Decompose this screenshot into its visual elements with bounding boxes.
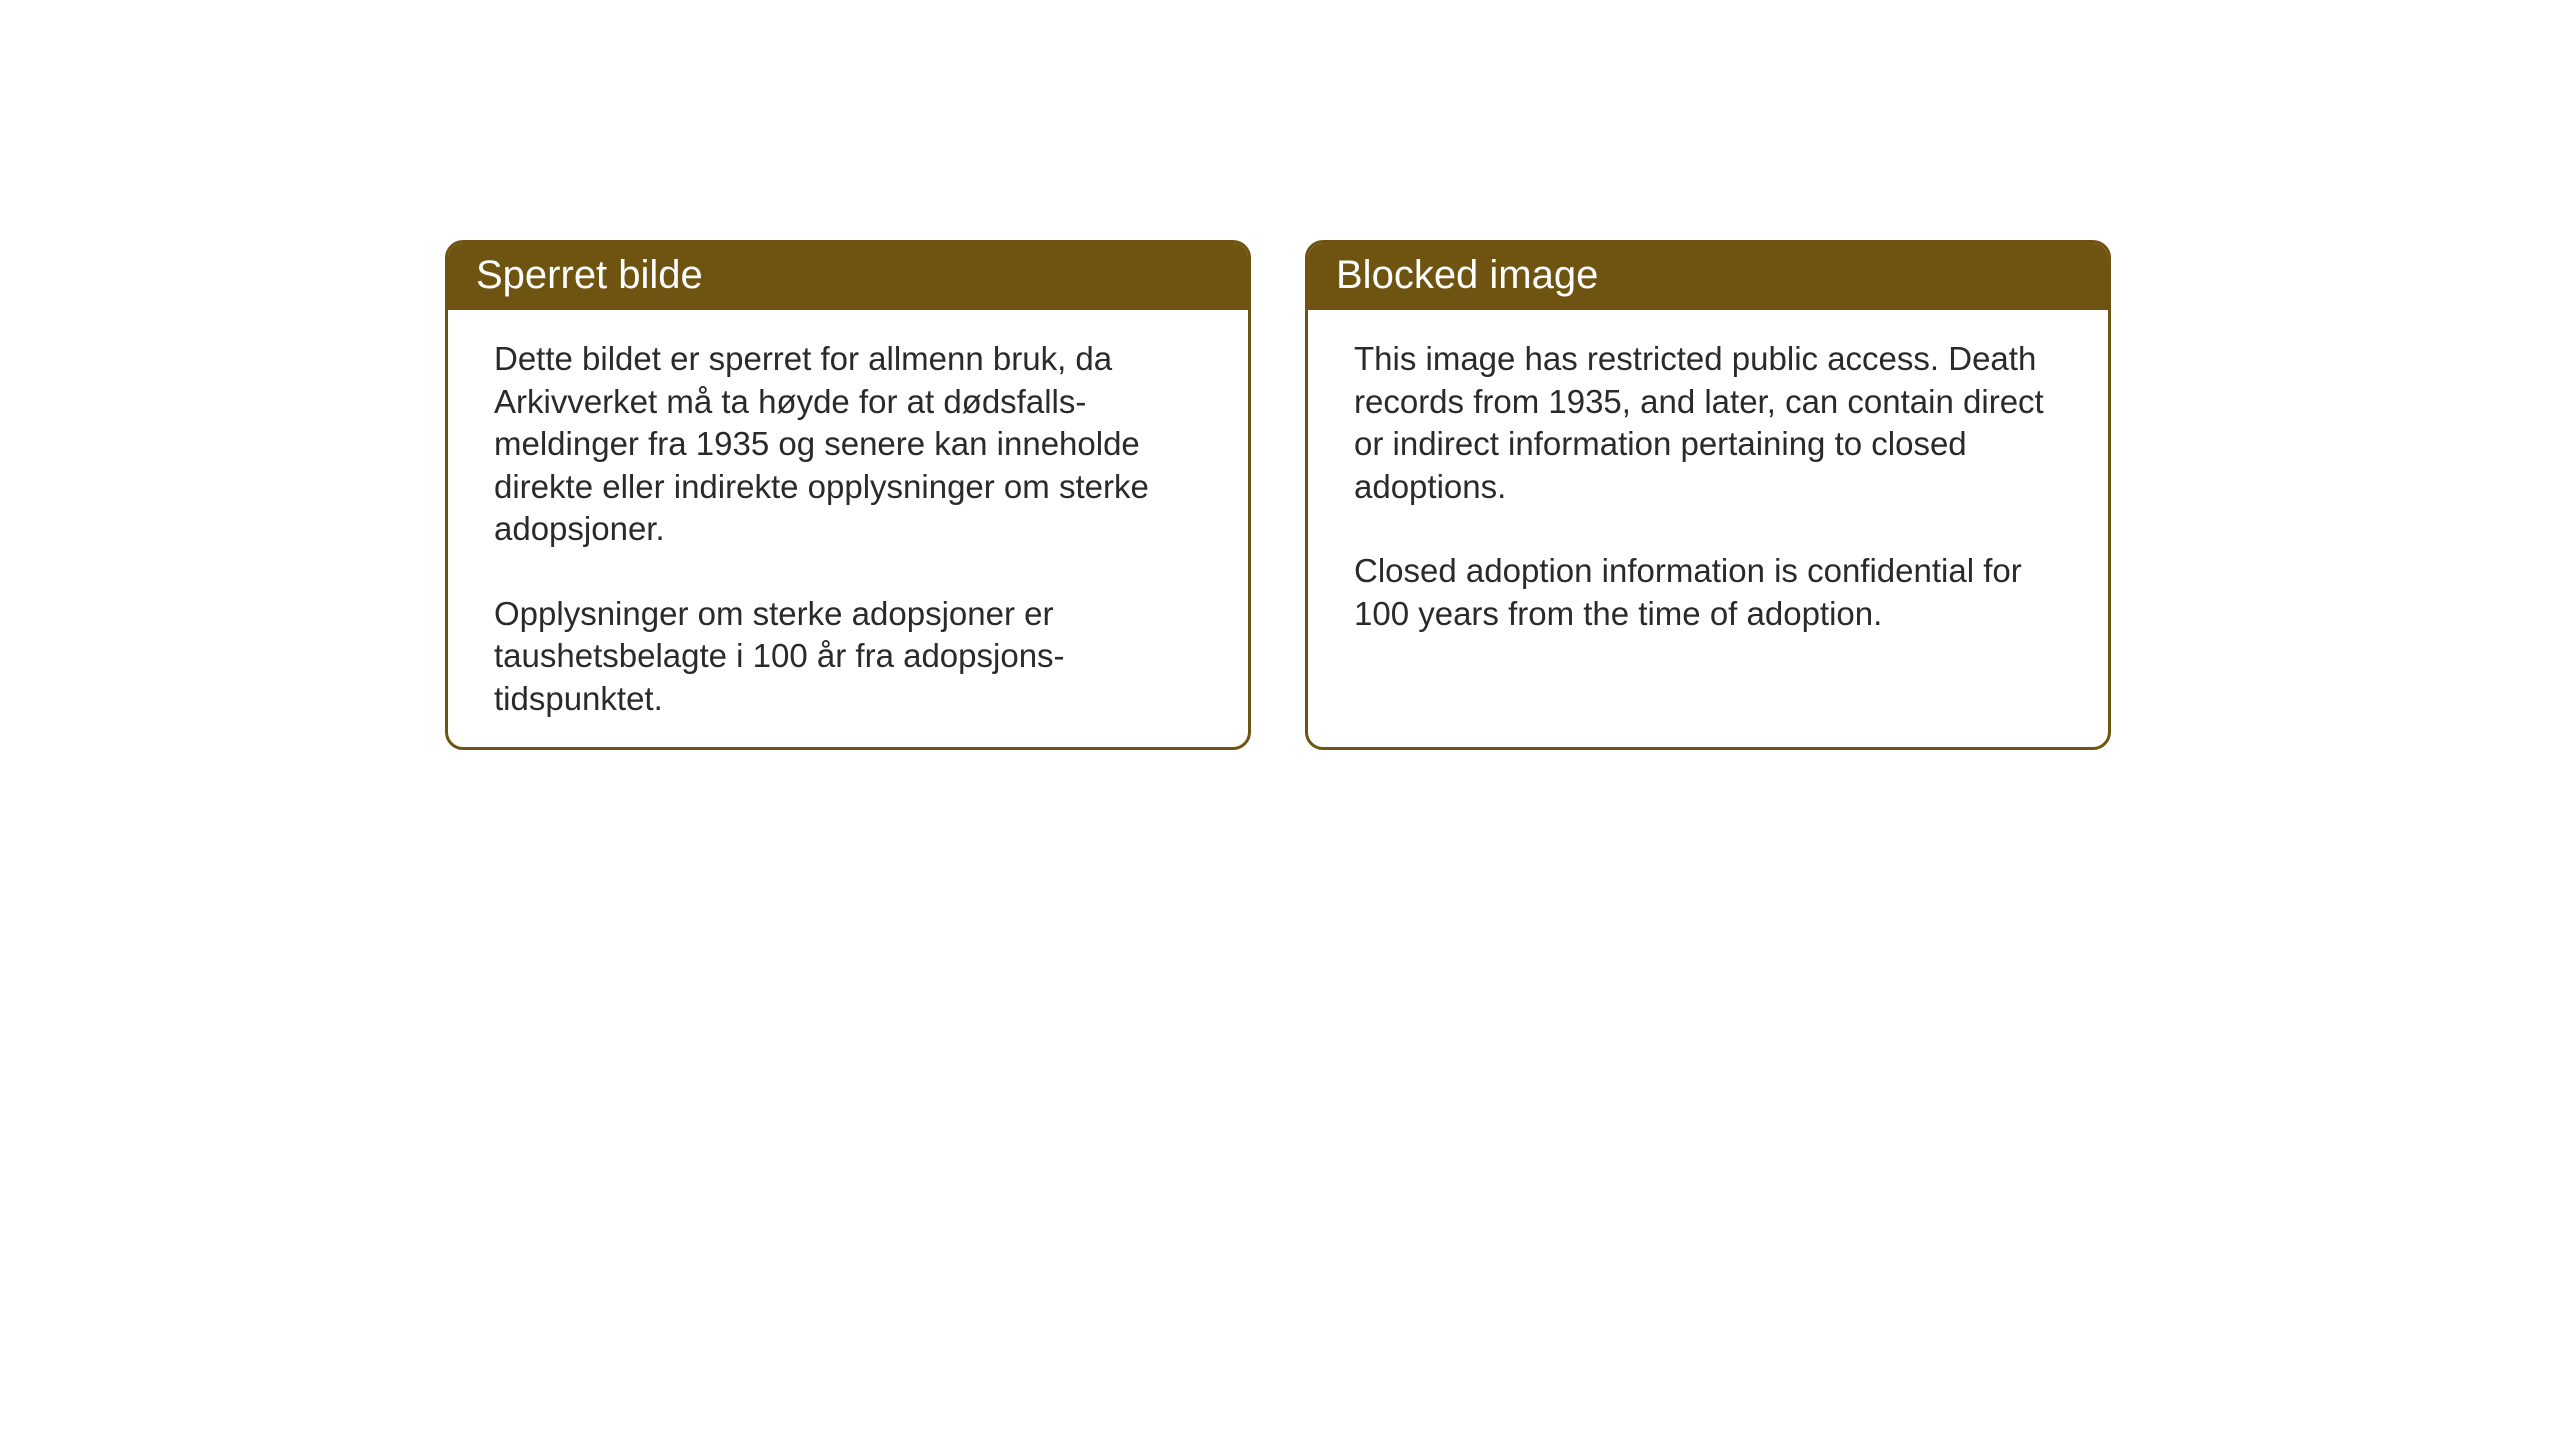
card-header-en: Blocked image (1308, 243, 2108, 310)
card-title-no: Sperret bilde (476, 253, 703, 297)
card-body-no: Dette bildet er sperret for allmenn bruk… (448, 310, 1248, 749)
card-title-en: Blocked image (1336, 253, 1598, 297)
notice-card-norwegian: Sperret bilde Dette bildet er sperret fo… (445, 240, 1251, 750)
card-paragraph-no-2: Opplysninger om sterke adopsjoner er tau… (494, 593, 1208, 721)
card-header-no: Sperret bilde (448, 243, 1248, 310)
card-body-en: This image has restricted public access.… (1308, 310, 2108, 663)
card-paragraph-en-2: Closed adoption information is confident… (1354, 550, 2068, 635)
card-paragraph-no-1: Dette bildet er sperret for allmenn bruk… (494, 338, 1208, 551)
notice-card-english: Blocked image This image has restricted … (1305, 240, 2111, 750)
notice-container: Sperret bilde Dette bildet er sperret fo… (0, 0, 2560, 750)
card-paragraph-en-1: This image has restricted public access.… (1354, 338, 2068, 508)
